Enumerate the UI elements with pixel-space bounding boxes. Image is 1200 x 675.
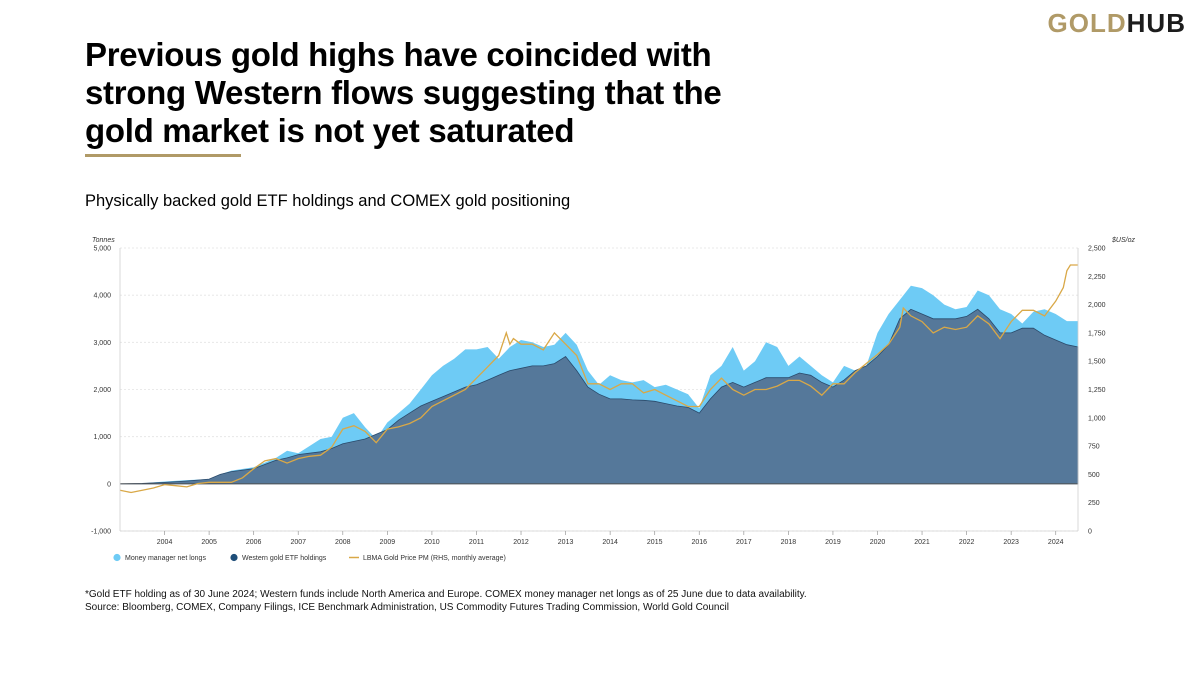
x-tick-label: 2013 — [558, 539, 574, 546]
x-tick-label: 2020 — [870, 539, 886, 546]
x-tick-label: 2016 — [691, 539, 707, 546]
footnote-source: Source: Bloomberg, COMEX, Company Filing… — [85, 602, 729, 613]
right-tick-label: 1,500 — [1088, 359, 1106, 366]
right-tick-label: 750 — [1088, 444, 1100, 451]
legend-western-etf-marker — [230, 553, 238, 562]
right-tick-label: 1,250 — [1088, 387, 1106, 394]
x-tick-label: 2015 — [647, 539, 663, 546]
x-tick-label: 2022 — [959, 539, 975, 546]
left-tick-label: 1,000 — [93, 434, 111, 441]
x-tick-label: 2005 — [201, 539, 217, 546]
right-tick-label: 1,750 — [1088, 330, 1106, 337]
legend-money-manager-label: Money manager net longs — [125, 555, 206, 562]
x-tick-label: 2023 — [1003, 539, 1019, 546]
title-underline — [85, 154, 241, 157]
x-tick-label: 2019 — [825, 539, 841, 546]
footnotes: *Gold ETF holding as of 30 June 2024; We… — [85, 588, 807, 614]
chart-subtitle: Physically backed gold ETF holdings and … — [85, 192, 571, 210]
left-tick-label: 4,000 — [93, 293, 111, 300]
right-tick-label: 250 — [1088, 500, 1100, 507]
x-tick-label: 2014 — [602, 539, 618, 546]
x-tick-label: 2006 — [246, 539, 262, 546]
page-title: Previous gold highs have coincided with … — [85, 36, 722, 149]
left-tick-label: 5,000 — [93, 246, 111, 253]
footnote-note: *Gold ETF holding as of 30 June 2024; We… — [85, 589, 807, 600]
right-tick-label: 2,000 — [1088, 302, 1106, 309]
legend-money-manager-marker — [113, 553, 121, 562]
left-tick-label: 3,000 — [93, 340, 111, 347]
legend-western-etf-label: Western gold ETF holdings — [242, 555, 327, 562]
x-tick-label: 2021 — [914, 539, 930, 546]
legend-gold-price-label: LBMA Gold Price PM (RHS, monthly average… — [363, 555, 506, 562]
x-tick-label: 2008 — [335, 539, 351, 546]
right-tick-label: 2,500 — [1088, 246, 1106, 253]
right-tick-label: 1,000 — [1088, 415, 1106, 422]
right-tick-label: 2,250 — [1088, 274, 1106, 281]
left-tick-label: 0 — [107, 481, 111, 488]
etf-comex-chart: -1,000 0 1,000 2,000 3,000 4,000 5,000 0 250 500 7… — [91, 237, 1135, 562]
left-tick-label: -1,000 — [91, 529, 111, 536]
right-axis-label: $US/oz — [1111, 237, 1135, 244]
series-gold-price-line — [119, 264, 1078, 494]
x-tick-label: 2011 — [469, 539, 484, 546]
x-tick-label: 2004 — [157, 539, 173, 546]
goldhub-logo: GOLD HUB — [1047, 8, 1186, 38]
x-tick-label: 2009 — [380, 539, 396, 546]
x-tick-label: 2018 — [781, 539, 797, 546]
left-axis-label: Tonnes — [92, 237, 115, 244]
x-tick-label: 2010 — [424, 539, 440, 546]
series-western-etf-area — [119, 308, 1079, 485]
right-tick-label: 500 — [1088, 472, 1100, 479]
left-tick-label: 2,000 — [93, 387, 111, 394]
x-tick-label: 2012 — [513, 539, 529, 546]
x-tick-label: 2024 — [1048, 539, 1064, 546]
x-tick-label: 2017 — [736, 539, 752, 546]
right-tick-label: 0 — [1088, 529, 1092, 536]
x-tick-label: 2007 — [290, 539, 306, 546]
